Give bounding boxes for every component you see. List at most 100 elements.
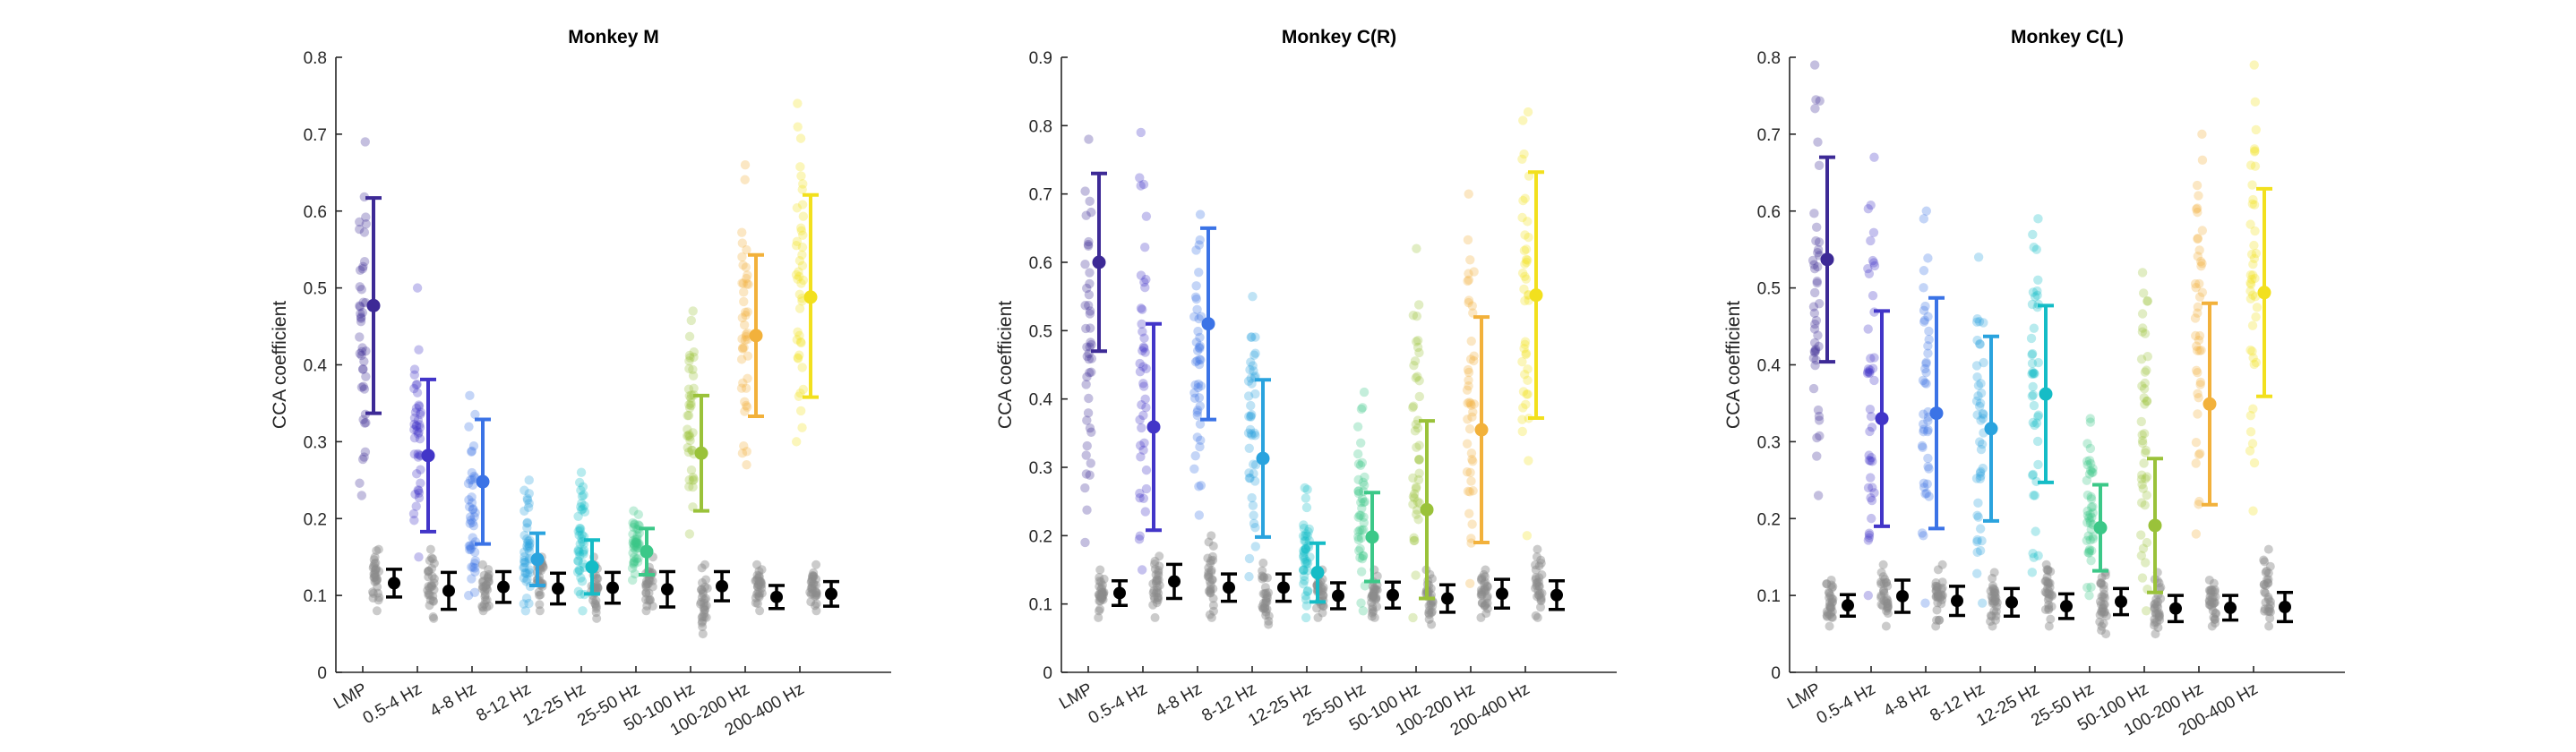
data-point (464, 541, 475, 551)
data-point (1809, 60, 1820, 70)
data-point (2082, 475, 2092, 485)
data-point (1868, 258, 1879, 268)
data-point (2193, 368, 2202, 378)
mean-marker-data-cat-7 (749, 329, 763, 343)
data-point (1864, 367, 1875, 377)
shuffled-point (1989, 598, 1999, 608)
data-point (1411, 482, 1421, 492)
shuffled-point (1261, 607, 1271, 617)
data-point (519, 485, 529, 495)
data-point (2194, 449, 2204, 459)
data-point (1408, 491, 1419, 501)
data-point (524, 565, 535, 575)
mean-marker-shuffled-cat-5 (1387, 588, 1399, 602)
data-point (1519, 149, 1529, 159)
shuffled-point (2044, 605, 2054, 615)
data-point (1813, 330, 1823, 340)
shuffled-point (429, 559, 439, 568)
data-point (1807, 255, 1818, 266)
data-point (743, 307, 752, 317)
data-point (1469, 399, 1480, 409)
data-point (1136, 127, 1146, 138)
data-point (2193, 234, 2203, 244)
data-point (466, 544, 476, 554)
shuffled-point (2261, 588, 2271, 598)
data-point (2086, 491, 2096, 502)
shuffled-point (1827, 612, 1837, 622)
data-point (465, 541, 476, 551)
shuffled-point (1151, 588, 1161, 598)
data-point (524, 489, 534, 499)
data-point (631, 534, 640, 544)
data-point (575, 551, 585, 560)
data-point (469, 547, 480, 558)
data-point (686, 465, 697, 475)
data-point (2031, 418, 2042, 428)
data-point (1195, 401, 1205, 411)
data-point (1356, 533, 1367, 543)
data-point (1466, 534, 1476, 543)
data-point (409, 370, 420, 380)
mean-marker-data-cat-5 (640, 544, 654, 559)
data-point (2082, 583, 2092, 593)
data-point (1465, 355, 1476, 364)
data-point (1469, 355, 1479, 366)
data-point (1353, 512, 1363, 522)
data-point (1972, 410, 1982, 420)
data-point (467, 474, 477, 484)
shuffled-point (373, 582, 382, 592)
shuffled-point (1150, 594, 1160, 604)
data-point (1082, 505, 1092, 515)
y-tick-label: 0.8 (1029, 117, 1052, 136)
data-point (1081, 450, 1091, 460)
shuffled-point (1533, 590, 1543, 600)
data-point (1301, 612, 1311, 623)
data-point (2192, 203, 2202, 213)
data-point (2029, 368, 2039, 378)
data-point (1923, 453, 1933, 464)
data-point (2087, 512, 2097, 523)
data-point (2141, 558, 2151, 568)
data-point (2028, 417, 2038, 428)
shuffled-point (2099, 607, 2108, 617)
data-point (468, 520, 479, 531)
data-point (1299, 545, 1309, 556)
mean-marker-shuffled-cat-8 (825, 587, 837, 601)
data-point (2082, 535, 2092, 546)
shuffled-point (1149, 592, 1159, 602)
data-point (1083, 300, 1094, 311)
data-point (1136, 452, 1146, 462)
shuffled-point (2099, 619, 2108, 628)
data-point (1136, 181, 1146, 191)
shuffled-point (1481, 565, 1490, 575)
shuffled-points-cat-6 (696, 560, 712, 639)
shuffled-points-cat-5 (2095, 568, 2111, 639)
data-point (1972, 335, 1982, 346)
data-point (2028, 229, 2038, 240)
data-point (359, 452, 369, 462)
shuffled-point (1881, 597, 1891, 607)
shuffled-point (1207, 575, 1217, 585)
data-point (414, 401, 425, 412)
shuffled-point (1536, 593, 1546, 602)
shuffled-point (1537, 588, 1547, 598)
y-tick-label: 0.7 (304, 126, 327, 145)
data-point (1815, 96, 1825, 106)
data-point (1811, 95, 1821, 105)
panel-title: Monkey M (568, 27, 659, 47)
data-point (2136, 354, 2147, 364)
shuffled-point (374, 567, 384, 577)
shuffled-point (1313, 612, 1323, 622)
data-point (1463, 235, 1473, 245)
data-point (2088, 532, 2098, 542)
data-point (740, 160, 751, 170)
shuffled-point (810, 601, 820, 611)
mean-marker-shuffled-cat-6 (1441, 592, 1454, 605)
data-point (1919, 214, 1929, 224)
shuffled-point (1933, 582, 1943, 592)
shuffled-point (371, 565, 381, 575)
data-point (1359, 497, 1369, 508)
shuffled-point (697, 585, 707, 594)
shuffled-point (425, 544, 435, 554)
